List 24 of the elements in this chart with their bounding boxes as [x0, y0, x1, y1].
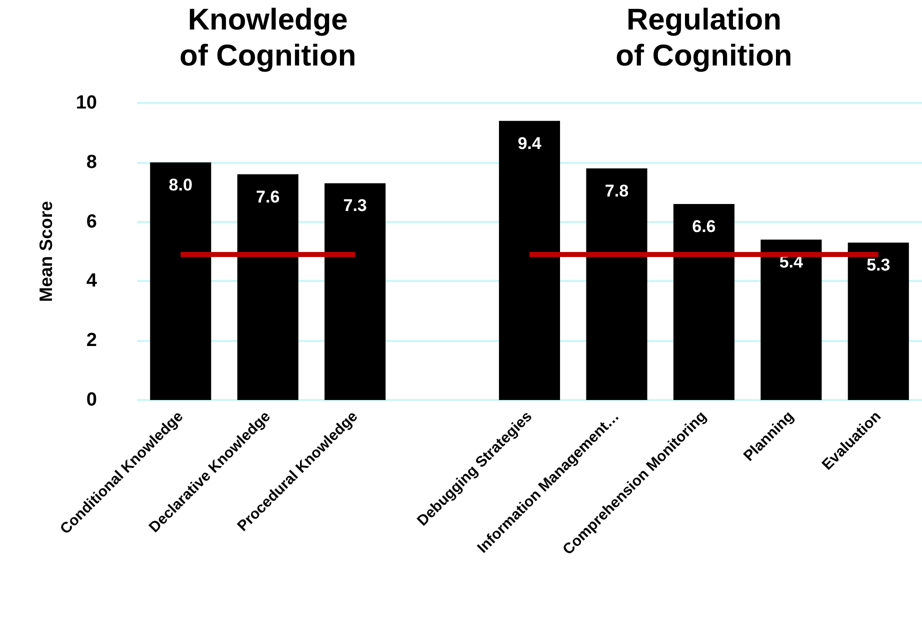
data-label: 6.6 — [692, 216, 716, 236]
data-label: 8.0 — [168, 175, 192, 194]
data-label: 9.4 — [518, 134, 542, 153]
bar — [498, 120, 560, 400]
y-axis-title: Mean Score — [36, 200, 56, 302]
bar — [324, 183, 386, 400]
data-label: 5.3 — [866, 256, 890, 275]
data-label: 7.8 — [604, 181, 629, 200]
y-tick-label: 10 — [76, 92, 97, 114]
text: Regulation of Cognition — [616, 4, 792, 72]
data-label: 7.6 — [256, 187, 280, 206]
y-tick-label: 8 — [86, 152, 97, 173]
data-label: 7.3 — [343, 196, 367, 216]
y-tick-label: 0 — [86, 390, 97, 410]
bar — [673, 204, 734, 400]
bar — [150, 162, 212, 400]
text: Knowledge of Cognition — [180, 4, 356, 72]
bar — [237, 174, 298, 400]
bar — [848, 242, 909, 400]
y-tick-label: 2 — [86, 330, 97, 352]
bar — [760, 240, 822, 400]
y-tick-label: 4 — [86, 270, 98, 292]
y-tick-label: 6 — [86, 211, 97, 232]
bar — [586, 168, 648, 400]
